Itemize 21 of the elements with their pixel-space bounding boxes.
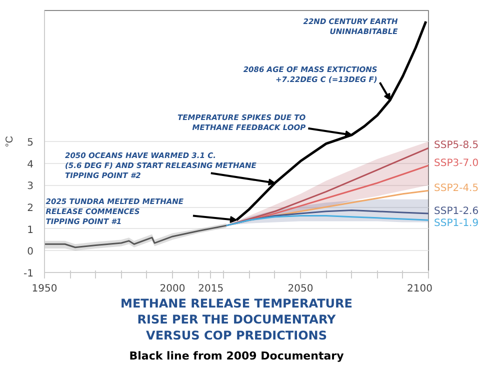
y-tick-label: -1 (24, 268, 34, 280)
series-label: SSP1-2.6 (434, 206, 479, 217)
y-axis-title: °C (4, 136, 16, 148)
y-tick-label: 5 (27, 138, 34, 148)
y-tick-label: 2 (27, 203, 34, 214)
line-series (226, 214, 428, 226)
text: METHANE RELEASE TEMPERATURE RISE PER THE DOCUMENTARY VERSUS COP PREDICTIONS (120, 296, 352, 342)
y-tick-label: 4 (27, 159, 34, 170)
series-label: SSP2-4.5 (434, 183, 479, 194)
x-tick-label: 2000 (160, 284, 186, 294)
x-tick-label: 2100 (407, 284, 433, 294)
x-tick-label: 1950 (32, 284, 58, 294)
x-tick-label: 2050 (288, 284, 314, 294)
series-label: SSP1-1.9 (434, 218, 479, 229)
series-label: SSP5-8.5 (434, 140, 479, 151)
series-label: SSP3-7.0 (434, 158, 479, 169)
y-tick-label: 0 (27, 246, 34, 258)
y-tick-label: 3 (27, 181, 34, 192)
text: Black line from 2009 Documentary (129, 350, 344, 362)
y-tick-label: 1 (27, 224, 34, 236)
x-tick-label: 2015 (198, 284, 224, 294)
